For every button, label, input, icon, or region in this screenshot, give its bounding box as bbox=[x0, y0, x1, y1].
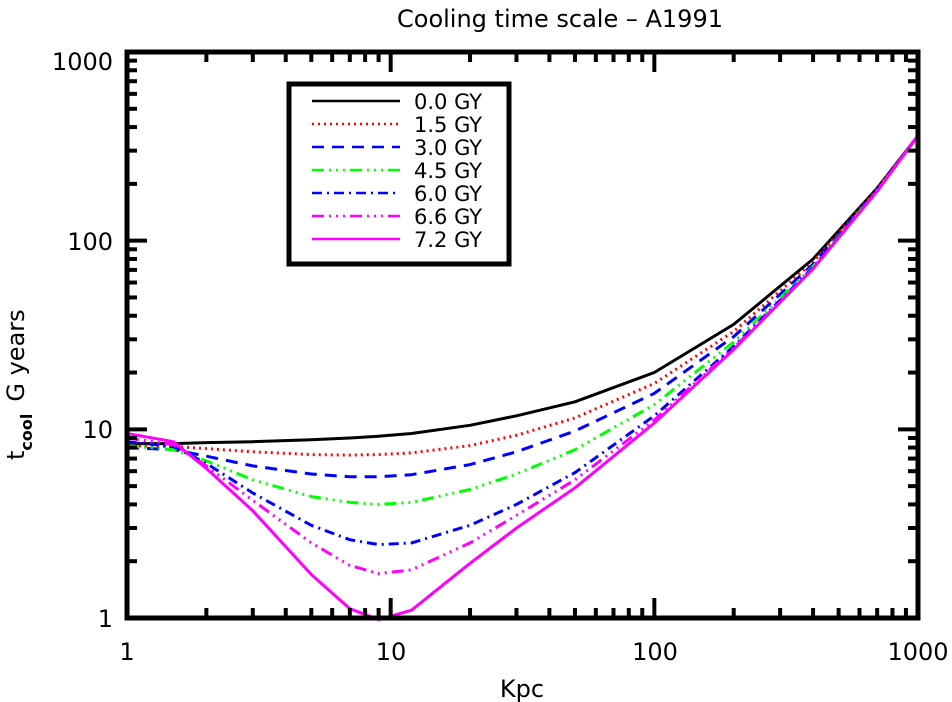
x-tick-label: 10 bbox=[376, 638, 407, 666]
series-line bbox=[126, 134, 920, 622]
x-tick-label: 1 bbox=[119, 638, 134, 666]
y-axis-label-suffix: G years bbox=[2, 309, 30, 401]
y-tick-label: 1000 bbox=[52, 48, 113, 76]
series-line bbox=[126, 134, 920, 457]
series-line bbox=[127, 134, 920, 446]
series-line bbox=[126, 134, 920, 479]
y-axis-label-main: t bbox=[2, 451, 30, 460]
y-axis-label: tcool G years bbox=[2, 309, 36, 460]
legend-label: 7.2 GY bbox=[414, 228, 482, 252]
legend: 0.0 GY 1.5 GY 3.0 GY 4.5 GY 6.0 GY 6.6 G… bbox=[286, 81, 512, 267]
y-tick-label: 100 bbox=[67, 228, 113, 256]
legend-label: 6.6 GY bbox=[414, 205, 482, 229]
plot-frame bbox=[124, 49, 921, 621]
y-axis-label-subscript: cool bbox=[17, 414, 36, 451]
chart-title: Cooling time scale – A1991 bbox=[397, 5, 723, 33]
y-tick-label: 1 bbox=[98, 605, 113, 633]
legend-label: 6.0 GY bbox=[414, 182, 482, 206]
legend-labels: 0.0 GY 1.5 GY 3.0 GY 4.5 GY 6.0 GY 6.6 G… bbox=[414, 90, 482, 252]
x-tick-label: 1000 bbox=[887, 638, 948, 666]
svg-text:tcoolG years: tcool G years bbox=[2, 309, 36, 460]
x-axis-label: Kpc bbox=[500, 675, 544, 702]
series-line bbox=[126, 134, 920, 547]
x-tick-labels: 1 10 100 1000 bbox=[119, 638, 948, 666]
x-tick-label: 100 bbox=[632, 638, 678, 666]
plot-curves bbox=[126, 134, 920, 622]
legend-label: 0.0 GY bbox=[414, 90, 482, 114]
y-tick-label: 10 bbox=[82, 416, 113, 444]
axis-ticks bbox=[125, 50, 920, 620]
legend-box bbox=[286, 81, 512, 267]
series-line bbox=[126, 134, 920, 576]
y-tick-labels: 1 10 100 1000 bbox=[52, 48, 113, 633]
legend-swatches bbox=[312, 99, 400, 241]
legend-label: 3.0 GY bbox=[414, 136, 482, 160]
legend-label: 1.5 GY bbox=[414, 113, 482, 137]
legend-label: 4.5 GY bbox=[414, 159, 482, 183]
